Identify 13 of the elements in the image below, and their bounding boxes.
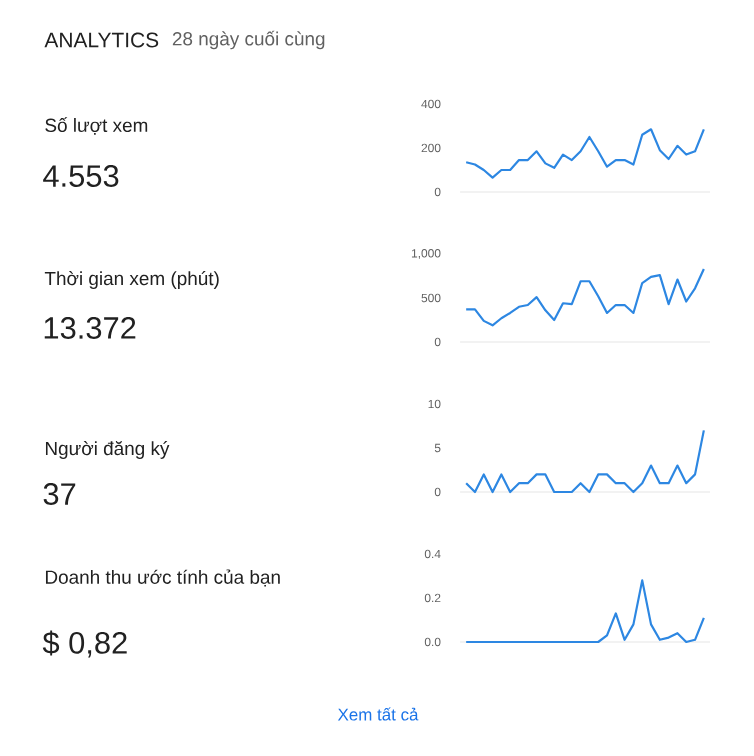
- y-axis-title: Thời gian xem (phút): [44, 271, 219, 289]
- text: 37: [43, 483, 76, 505]
- y-axis-title: Doanh thu ước tính của bạn: [45, 569, 280, 587]
- text: $ 0,82: [42, 630, 127, 658]
- y-axis-title: Người đăng ký: [45, 441, 170, 459]
- text: 28 ngày cuối cùng: [172, 30, 325, 50]
- y-axis-title: Số lượt xem: [45, 117, 148, 135]
- text: Xem tất cả: [337, 707, 419, 721]
- line-series: [465, 267, 705, 327]
- line-series: [465, 128, 705, 179]
- text: 13.372: [44, 317, 136, 339]
- text: ANALYTICS: [44, 32, 159, 48]
- text: 4.553: [43, 165, 119, 187]
